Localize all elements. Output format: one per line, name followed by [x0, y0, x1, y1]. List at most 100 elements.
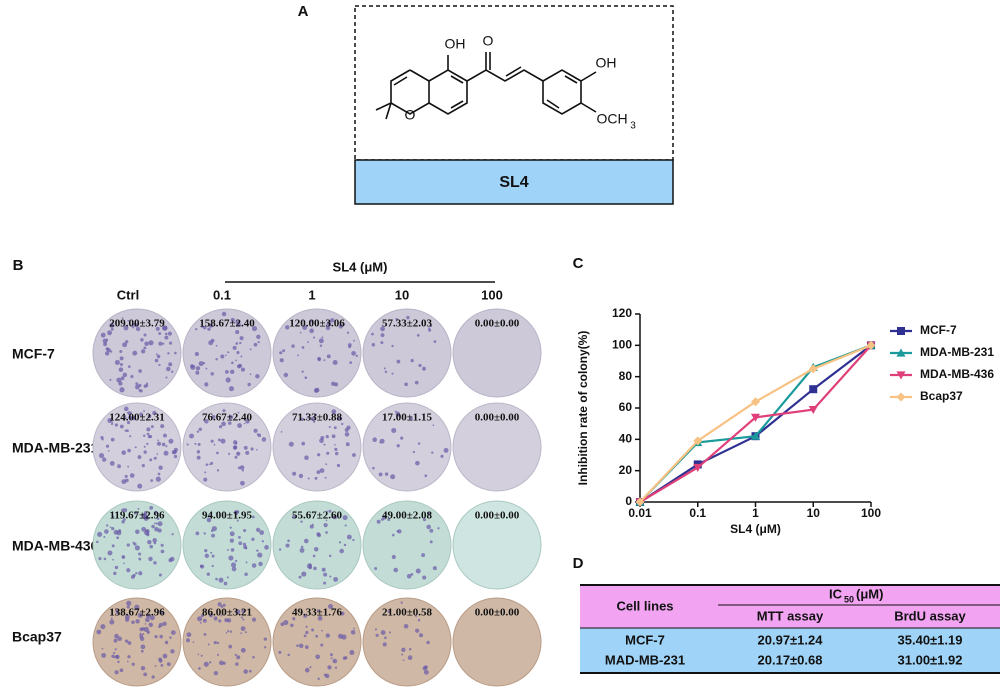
colony-well [272, 308, 362, 398]
colony [210, 439, 214, 443]
colony [148, 340, 154, 346]
colony [389, 631, 392, 634]
colony [229, 538, 235, 543]
colony [352, 453, 356, 457]
column-header: Ctrl [117, 287, 139, 302]
colony [158, 573, 162, 577]
colony [197, 442, 201, 446]
colony [332, 658, 338, 664]
colony [98, 556, 102, 561]
colony [213, 443, 216, 446]
marker [808, 405, 818, 415]
colony [315, 634, 319, 638]
colony [283, 619, 289, 626]
colony [229, 369, 235, 375]
colony [304, 645, 309, 649]
colony [100, 624, 106, 630]
colony [140, 665, 146, 671]
colony [346, 534, 352, 540]
colony [124, 429, 128, 432]
colony [157, 439, 159, 442]
colony [154, 635, 158, 639]
colony [225, 632, 228, 634]
colony [422, 518, 427, 522]
colony [249, 373, 252, 376]
colony [131, 662, 135, 666]
colony [211, 533, 215, 538]
colony [396, 444, 400, 448]
colony [209, 514, 211, 517]
colony [145, 382, 149, 385]
colony [349, 650, 355, 656]
colony [141, 526, 147, 532]
colony-count: 71.33±0.88 [292, 412, 343, 424]
colony [126, 600, 132, 606]
colony [209, 661, 212, 664]
colony [166, 366, 171, 372]
colony [158, 625, 161, 628]
colony [239, 336, 244, 341]
colony [140, 338, 144, 342]
colony [123, 562, 125, 565]
y-tick-label: 100 [612, 338, 632, 352]
colony [298, 575, 302, 579]
colony [320, 436, 325, 440]
colony [156, 517, 160, 520]
colony [132, 416, 137, 421]
colony [117, 660, 120, 664]
colony [301, 571, 307, 577]
colony [296, 644, 299, 648]
compound-name: SL4 [499, 174, 528, 191]
row-label: MCF-7 [12, 346, 55, 362]
colony [103, 342, 108, 347]
colony [139, 636, 145, 641]
colony [113, 638, 118, 643]
colony [195, 328, 198, 331]
colony [225, 377, 231, 383]
structure [375, 52, 597, 120]
colony [207, 643, 210, 646]
x-tick-label: 100 [861, 506, 881, 520]
colony [208, 323, 213, 328]
legend-label: Bcap37 [920, 389, 963, 403]
colony [384, 636, 387, 640]
colony-count: 49.00±2.08 [382, 510, 433, 522]
well [452, 402, 542, 492]
colony [307, 477, 310, 480]
atom-label: OCH [596, 111, 627, 127]
colony [372, 466, 375, 470]
colony [334, 382, 339, 387]
colony [127, 411, 132, 416]
colony [162, 342, 165, 345]
colony [331, 434, 336, 439]
colony [243, 528, 247, 533]
colony [206, 517, 212, 523]
colony [223, 581, 228, 586]
colony [110, 422, 114, 426]
colony [292, 471, 297, 476]
colony [256, 334, 261, 339]
colony [114, 648, 117, 651]
colony [383, 367, 386, 370]
colony [351, 351, 356, 356]
colony [334, 666, 338, 669]
colony [210, 551, 213, 554]
colony [231, 566, 237, 572]
colony [342, 323, 346, 326]
colony [300, 417, 305, 421]
colony [143, 626, 149, 632]
colony [403, 623, 409, 629]
colony [346, 425, 351, 430]
colony [291, 344, 295, 348]
colony [226, 549, 229, 551]
colony [323, 673, 327, 677]
colony [408, 648, 412, 651]
panel-label: B [13, 257, 24, 274]
colony [143, 672, 148, 677]
colony [235, 330, 240, 335]
colony [167, 331, 172, 336]
colony [230, 317, 235, 323]
colony-count: 120.00±3.06 [289, 318, 345, 330]
colony [390, 474, 396, 480]
colony [224, 369, 229, 374]
